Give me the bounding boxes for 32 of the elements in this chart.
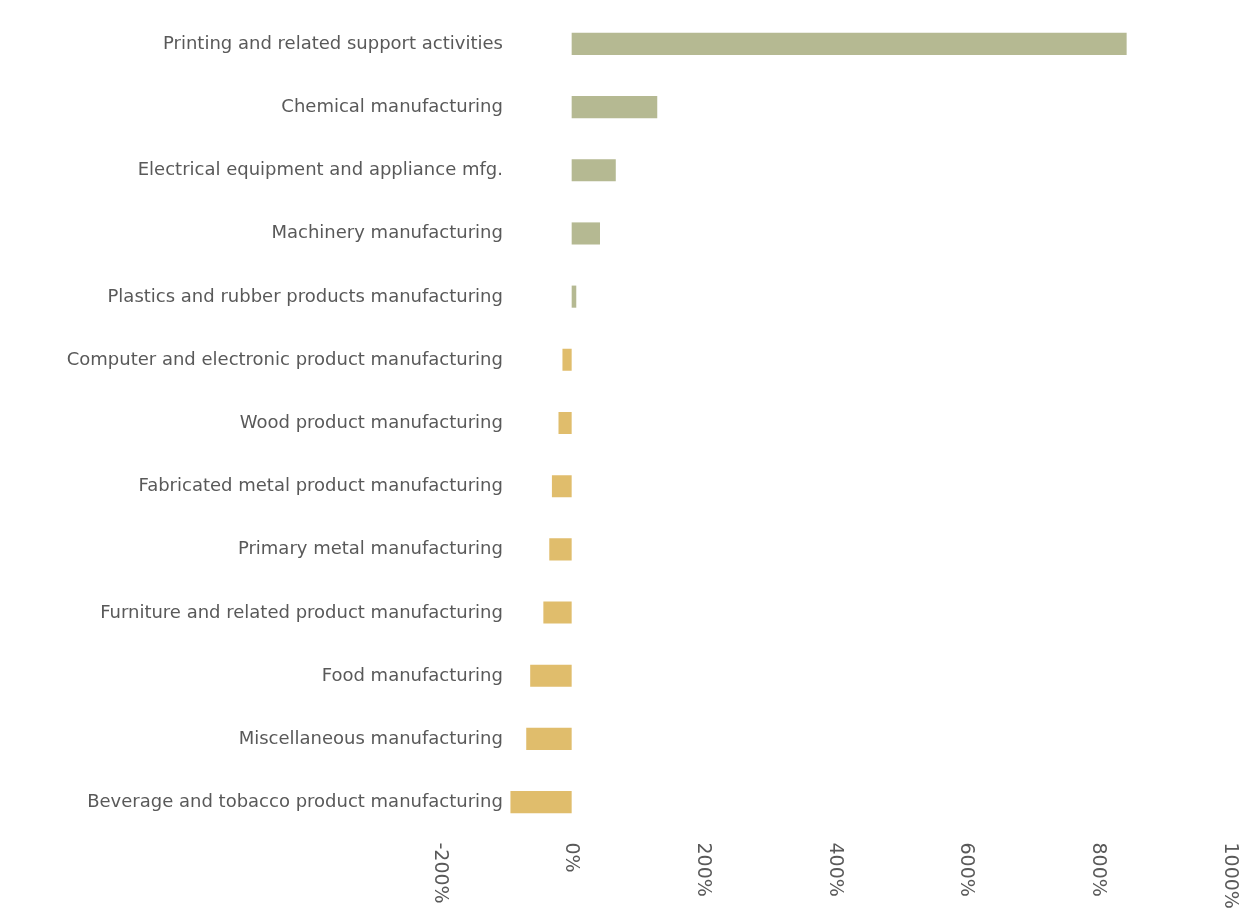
x-tick-label: 0% [562,842,585,873]
y-tick-label: Chemical manufacturing [281,95,503,117]
bar [571,96,658,119]
y-tick-label: Miscellaneous manufacturing [238,726,503,748]
y-tick-label: Machinery manufacturing [271,221,503,243]
bar [562,348,572,371]
bar [571,159,616,182]
bar [571,222,600,245]
bar [543,601,572,624]
y-tick-label: Electrical equipment and appliance mfg. [137,158,503,180]
x-tick-label: -200% [430,842,453,904]
bar [530,664,572,687]
y-tick-label: Beverage and tobacco product manufacturing [87,790,503,812]
bar [571,32,1127,55]
bar [558,411,572,435]
bar [551,475,572,498]
x-tick-label: 200% [693,842,716,897]
y-tick-label: Plastics and rubber products manufacturing [107,284,503,306]
x-tick-label: 600% [957,842,980,897]
y-tick-label: Printing and related support activities [163,31,503,53]
bar [549,538,572,561]
y-tick-label: Fabricated metal product manufacturing [138,474,503,496]
y-tick-label: Furniture and related product manufacturing [100,600,503,622]
y-tick-label: Wood product manufacturing [239,411,503,432]
y-tick-label: Food manufacturing [321,663,503,685]
x-tick-label: 800% [1088,842,1111,897]
y-tick-label: Computer and electronic product manufacturing [66,347,503,369]
bar [526,727,572,750]
x-tick-label: 400% [825,842,848,897]
x-tick-label: 1000% [1220,842,1243,909]
y-tick-label: Primary metal manufacturing [237,537,503,559]
bar [510,791,572,814]
